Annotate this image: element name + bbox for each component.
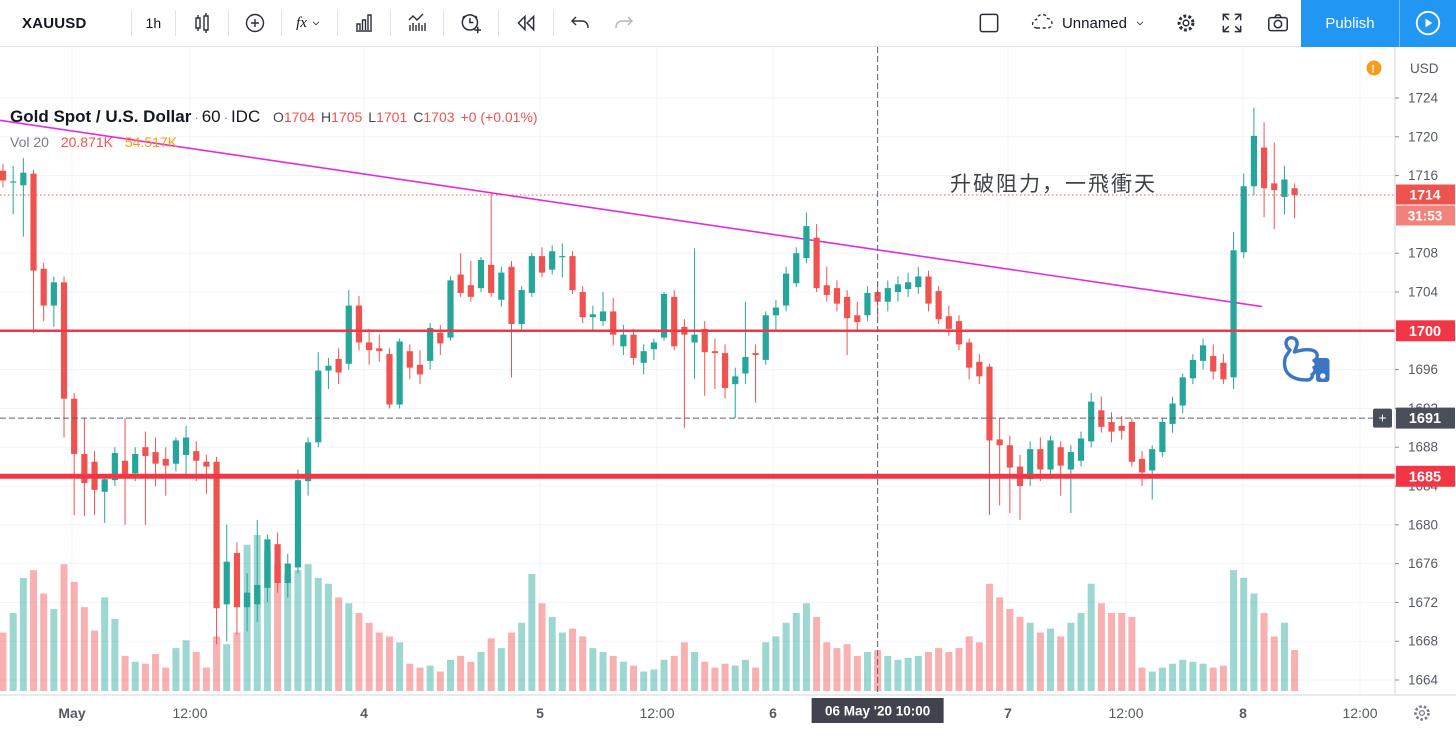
layout-menu-button[interactable]: Unnamed	[1018, 4, 1157, 42]
svg-text:12:00: 12:00	[1342, 705, 1377, 721]
gear-icon	[1177, 14, 1195, 32]
svg-text:1724: 1724	[1408, 91, 1439, 106]
alert-button[interactable]	[448, 4, 494, 42]
ohlc-readout: O1704 H1705 L1701 C1703 +0 (+0.01%)	[272, 109, 538, 125]
toolbar-separator	[175, 10, 177, 36]
bar-chart-icon	[355, 14, 372, 32]
toolbar-separator	[497, 10, 499, 36]
price-axis[interactable]: 1724172017161708170416961692168816841680…	[1366, 60, 1456, 688]
volume-value: 20.871K	[60, 134, 113, 150]
svg-text:8: 8	[1239, 705, 1247, 721]
undo-button[interactable]	[558, 4, 602, 42]
chevron-down-icon	[312, 21, 320, 26]
svg-text:1716: 1716	[1408, 168, 1438, 183]
volume-ma-value: 54.517K	[124, 134, 178, 150]
level-price-badge: 1685	[1409, 469, 1441, 485]
alarm-clock-plus-icon	[461, 14, 481, 34]
compare-button[interactable]	[233, 4, 277, 42]
svg-text:1720: 1720	[1408, 129, 1438, 144]
svg-text:+: +	[1378, 410, 1386, 426]
toolbar-separator	[442, 10, 444, 36]
legend-interval: 60	[201, 107, 221, 126]
chart-style-button[interactable]	[180, 4, 224, 42]
volume-label: Vol 20	[10, 134, 49, 150]
thumbs-up-icon[interactable]	[1274, 334, 1332, 384]
svg-text:1688: 1688	[1408, 440, 1438, 455]
text-annotation[interactable]: 升破阻力，一飛衝天	[950, 173, 1157, 196]
svg-text:1676: 1676	[1408, 556, 1438, 571]
rewind-icon	[517, 14, 535, 32]
redo-button[interactable]	[602, 4, 646, 42]
svg-text:12:00: 12:00	[1108, 705, 1143, 721]
fx-icon: fx	[296, 14, 307, 31]
svg-text:1704: 1704	[1408, 285, 1439, 300]
toolbar-separator	[281, 10, 283, 36]
interval-button[interactable]: 1h	[145, 15, 162, 31]
templates-button[interactable]	[395, 4, 439, 42]
svg-text:1672: 1672	[1408, 595, 1438, 610]
fullscreen-button[interactable]	[1209, 4, 1255, 42]
svg-text:1668: 1668	[1408, 634, 1438, 649]
cloud-icon	[1031, 13, 1053, 29]
symbol-title: Gold Spot / U.S. Dollar	[10, 107, 192, 126]
redo-icon	[615, 16, 633, 28]
svg-text:1696: 1696	[1408, 362, 1438, 377]
toolbar-separator	[336, 10, 338, 36]
add-alert-plus-button[interactable]	[1373, 408, 1392, 428]
level-price-badge: 1700	[1409, 324, 1441, 340]
camera-icon	[1268, 14, 1288, 32]
legend-row-main[interactable]: Gold Spot / U.S. Dollar · 60 · IDC O1704 H170…	[10, 107, 544, 127]
svg-text:7: 7	[1004, 705, 1012, 721]
time-axis-settings-button[interactable]	[1414, 705, 1430, 721]
time-axis[interactable]: May 12:00 4 5 12:00 6 7 12:00 8 12:00 06 May '20 1…	[58, 698, 1378, 723]
legend-exchange: IDC	[230, 107, 261, 126]
chart-pane[interactable]: 1724172017161708170416961692168816841680…	[0, 47, 1456, 731]
toolbar-separator	[389, 10, 391, 36]
candlestick-icon	[195, 13, 209, 33]
publish-button[interactable]: Publish	[1301, 0, 1399, 47]
toolbar-separator	[130, 10, 132, 36]
chart-settings-button[interactable]	[1163, 4, 1209, 42]
crosshair-time-badge: 06 May '20 10:00	[825, 704, 930, 719]
svg-text:12:00: 12:00	[172, 705, 207, 721]
svg-text:4: 4	[360, 705, 368, 721]
publish-idea-play-button[interactable]	[1399, 0, 1456, 47]
svg-text:!: !	[1371, 64, 1375, 76]
chart-legend: Gold Spot / U.S. Dollar · 60 · IDC O1704 H170…	[10, 107, 544, 150]
chevron-down-icon	[1136, 21, 1144, 26]
top-toolbar: XAUUSD 1h fx	[0, 0, 1456, 47]
fundamentals-button[interactable]	[342, 4, 386, 42]
symbol-button[interactable]: XAUUSD	[22, 14, 87, 32]
last-price-badge: 1714	[1409, 187, 1440, 203]
fullscreen-icon	[1222, 13, 1242, 33]
price-chart[interactable]: 1724172017161708170416961692168816841680…	[0, 47, 1456, 731]
layout-square-icon	[979, 13, 999, 33]
toolbar-separator	[228, 10, 230, 36]
play-icon	[1415, 10, 1441, 36]
plus-circle-icon	[245, 13, 265, 33]
indicators-button[interactable]: fx	[286, 4, 333, 42]
svg-text:6: 6	[769, 705, 777, 721]
svg-text:1680: 1680	[1408, 517, 1438, 532]
snapshot-button[interactable]	[1255, 4, 1301, 42]
layout-name: Unnamed	[1061, 14, 1127, 32]
legend-row-volume[interactable]: Vol 20 20.871K 54.517K	[10, 134, 544, 150]
undo-icon	[570, 16, 589, 28]
svg-text:12:00: 12:00	[639, 705, 674, 721]
svg-text:1708: 1708	[1408, 246, 1438, 261]
svg-text:5: 5	[536, 705, 544, 721]
indicator-template-icon	[408, 13, 426, 31]
svg-text:May: May	[58, 705, 85, 721]
change-readout: +0 (+0.01%)	[460, 109, 538, 125]
bar-replay-button[interactable]	[503, 4, 549, 42]
currency-label: USD	[1410, 61, 1439, 76]
bar-countdown: 31:53	[1408, 209, 1443, 224]
crosshair-price-badge: 1691	[1409, 411, 1441, 427]
svg-text:1664: 1664	[1408, 673, 1439, 688]
select-layout-button[interactable]	[966, 4, 1012, 42]
toolbar-separator	[552, 10, 554, 36]
